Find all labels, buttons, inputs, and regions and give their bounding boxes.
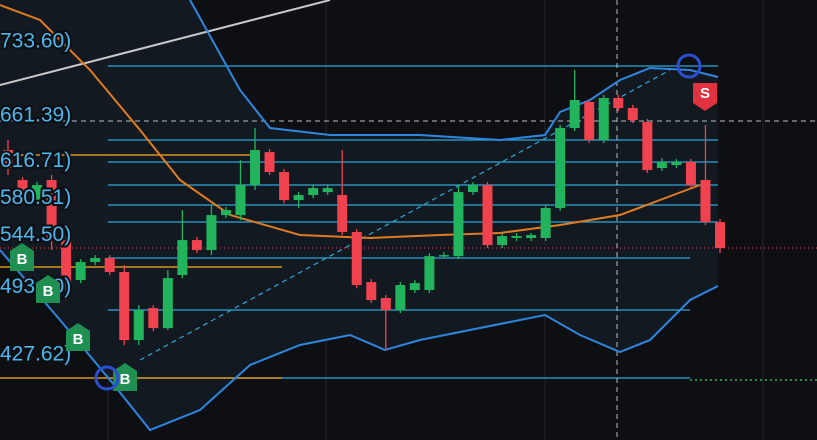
candle-body [220, 210, 231, 216]
candle-body [351, 231, 362, 286]
circle-marker [94, 365, 120, 391]
level-labels: 733.60) 661.39) 616.71) 580.51) 544.50) 493.5… [0, 28, 73, 368]
candle-body [3, 150, 13, 169]
candle-body [279, 172, 290, 201]
candle-body [685, 162, 696, 186]
upper-band [189, 0, 719, 142]
candle-body [671, 162, 682, 166]
candles [3, 70, 725, 351]
circle-marker [676, 53, 702, 79]
level-label: 661.39) [0, 103, 71, 126]
band-fill [0, 0, 718, 430]
candle-body [177, 240, 188, 276]
candle-body [235, 185, 246, 216]
candle-body [511, 236, 522, 239]
candle-body [627, 108, 638, 121]
candle-body [569, 100, 580, 129]
level-label: 733.60) [0, 30, 71, 53]
channel-line [139, 69, 671, 361]
candle-body [90, 258, 101, 263]
candle-body [497, 236, 508, 246]
marker-badge [36, 275, 60, 303]
candle-body [424, 256, 435, 291]
level-label: 580.51) [0, 186, 71, 209]
candle-body [133, 310, 144, 341]
candle-body [438, 255, 449, 257]
candle-body [380, 298, 391, 311]
candle-body [119, 272, 130, 341]
level-label: 544.50) [0, 223, 71, 246]
marker-label: S [700, 85, 710, 102]
candle-body [715, 222, 725, 249]
marker-label: B [43, 283, 54, 300]
candle-body [409, 283, 420, 291]
marker-label: B [17, 251, 28, 268]
marker-label: B [120, 371, 131, 388]
candle-body [467, 185, 478, 193]
candle-body [700, 180, 711, 223]
candle-body [598, 97, 609, 141]
lower-band [0, 249, 719, 432]
candle-body [555, 128, 566, 209]
level-label: 427.62) [0, 343, 71, 366]
candle-body [584, 101, 595, 141]
level-label: 616.71) [0, 149, 71, 172]
candle-body [46, 180, 57, 241]
marker-badge [10, 243, 34, 271]
candle-body [75, 262, 86, 281]
candle-body [264, 152, 275, 173]
candle-body [453, 192, 464, 257]
marker-badge [113, 363, 137, 391]
candle-body [308, 188, 319, 196]
candle-body [366, 282, 377, 301]
marker-badge [66, 323, 90, 351]
candle-body [642, 122, 653, 171]
marker-badge [693, 83, 717, 111]
candle-body [32, 185, 43, 201]
candle-body [526, 235, 537, 239]
candle-body [395, 285, 406, 311]
candle-body [250, 150, 261, 186]
candle-body [61, 240, 72, 286]
candle-body [104, 258, 115, 273]
trend-line [0, 0, 331, 86]
candle-body [206, 215, 217, 251]
candle-body [191, 240, 202, 251]
candle-body [17, 180, 28, 196]
candle-body [337, 195, 348, 232]
candle-body [293, 195, 304, 201]
marker-label: B [73, 331, 84, 348]
level-label: 493.50) [0, 275, 71, 298]
candle-body [540, 208, 551, 239]
candle-body [162, 278, 173, 329]
candle-body [322, 188, 333, 193]
moving-average [0, 4, 701, 240]
candle-body [482, 185, 493, 246]
candle-body [613, 97, 624, 109]
candle-body [656, 162, 667, 169]
candle-body [148, 308, 159, 329]
